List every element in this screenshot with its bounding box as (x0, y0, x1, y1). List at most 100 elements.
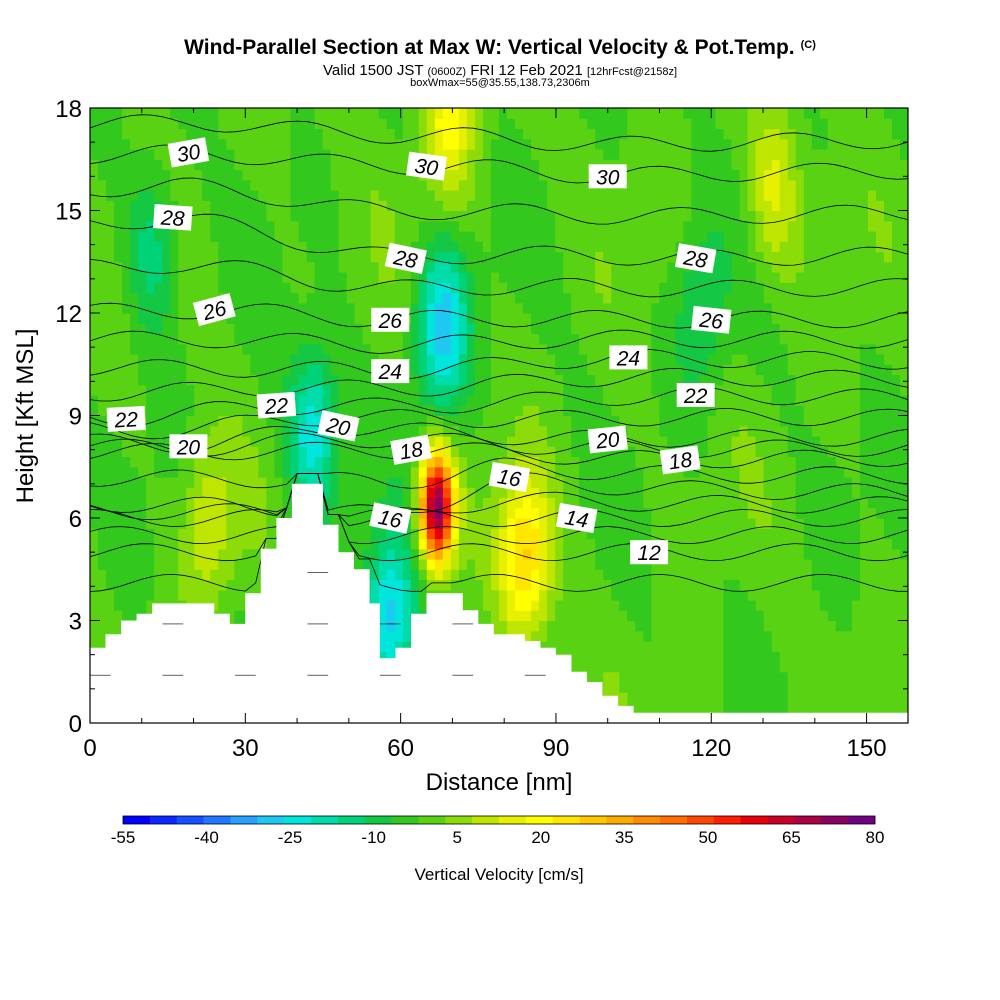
velocity-cell (322, 343, 332, 355)
velocity-cell (338, 313, 348, 324)
velocity-cell (490, 138, 500, 150)
velocity-cell (282, 466, 292, 478)
velocity-cell (490, 333, 500, 345)
velocity-cell (651, 497, 660, 509)
velocity-cell (515, 231, 524, 242)
velocity-cell (579, 138, 588, 150)
velocity-cell (210, 518, 219, 529)
velocity-cell (699, 671, 709, 683)
velocity-cell (138, 559, 147, 570)
velocity-cell (699, 343, 709, 355)
velocity-cell (507, 548, 516, 560)
velocity-cell (515, 190, 524, 201)
velocity-cell (98, 231, 107, 242)
velocity-cell (603, 302, 612, 314)
velocity-cell (555, 528, 564, 540)
velocity-cell (130, 159, 139, 171)
velocity-cell (539, 220, 548, 232)
velocity-cell (531, 405, 540, 417)
velocity-cell (563, 261, 572, 273)
velocity-cell (635, 292, 644, 304)
velocity-cell (114, 282, 123, 294)
velocity-cell (563, 579, 572, 591)
velocity-cell (226, 589, 235, 601)
velocity-cell (114, 548, 123, 560)
velocity-cell (122, 589, 131, 601)
velocity-cell (202, 477, 211, 488)
velocity-cell (667, 671, 677, 683)
velocity-cell (146, 292, 155, 304)
velocity-cell (643, 354, 652, 365)
velocity-cell (194, 559, 203, 570)
velocity-cell (410, 190, 420, 201)
velocity-cell (611, 610, 620, 622)
velocity-cell (474, 302, 484, 314)
velocity-cell (338, 436, 348, 447)
velocity-cell (274, 138, 284, 150)
velocity-cell (402, 415, 412, 427)
velocity-cell (482, 354, 492, 365)
velocity-cell (426, 190, 436, 201)
velocity-cell (434, 507, 444, 519)
velocity-cell (386, 384, 396, 396)
velocity-cell (98, 364, 107, 376)
velocity-cell (691, 159, 701, 171)
velocity-cell (330, 200, 340, 212)
velocity-cell (338, 282, 348, 294)
velocity-cell (130, 302, 139, 314)
velocity-cell (571, 292, 580, 304)
velocity-cell (362, 374, 372, 386)
velocity-cell (515, 374, 524, 386)
velocity-cell (250, 200, 260, 212)
velocity-cell (659, 641, 669, 652)
velocity-cell (186, 118, 195, 130)
velocity-cell (250, 384, 260, 396)
velocity-cell (234, 169, 243, 181)
velocity-cell (523, 487, 532, 499)
velocity-cell (458, 589, 468, 601)
velocity-cell (226, 261, 235, 273)
velocity-cell (210, 405, 219, 417)
velocity-cell (595, 149, 604, 160)
velocity-cell (515, 118, 524, 130)
velocity-cell (739, 200, 749, 212)
velocity-cell (178, 559, 187, 570)
velocity-cell (130, 548, 139, 560)
velocity-cell (523, 220, 532, 232)
velocity-cell (338, 169, 348, 181)
velocity-cell (715, 364, 725, 376)
velocity-cell (731, 108, 741, 119)
velocity-cell (434, 108, 444, 119)
velocity-cell (675, 374, 685, 386)
velocity-cell (194, 364, 203, 376)
velocity-cell (707, 210, 717, 222)
velocity-cell (627, 692, 636, 704)
velocity-cell (378, 487, 388, 499)
velocity-cell (715, 231, 725, 242)
velocity-cell (266, 374, 276, 386)
velocity-cell (242, 220, 251, 232)
velocity-cell (531, 323, 540, 335)
velocity-cell (563, 641, 572, 652)
velocity-cell (539, 323, 548, 335)
velocity-cell (587, 343, 596, 355)
velocity-cell (234, 589, 243, 601)
velocity-cell (354, 538, 364, 550)
velocity-cell (450, 210, 460, 222)
velocity-cell (651, 518, 660, 529)
velocity-cell (178, 231, 187, 242)
velocity-cell (210, 261, 219, 273)
velocity-cell (587, 333, 596, 345)
velocity-cell (643, 323, 652, 335)
velocity-cell (579, 620, 588, 632)
velocity-cell (122, 169, 131, 181)
velocity-cell (170, 395, 179, 406)
velocity-cell (250, 487, 260, 499)
velocity-cell (106, 261, 115, 273)
velocity-cell (635, 497, 644, 509)
velocity-cell (370, 425, 380, 437)
velocity-cell (106, 507, 115, 519)
velocity-cell (539, 313, 548, 324)
velocity-cell (723, 272, 733, 283)
velocity-cell (178, 272, 187, 283)
